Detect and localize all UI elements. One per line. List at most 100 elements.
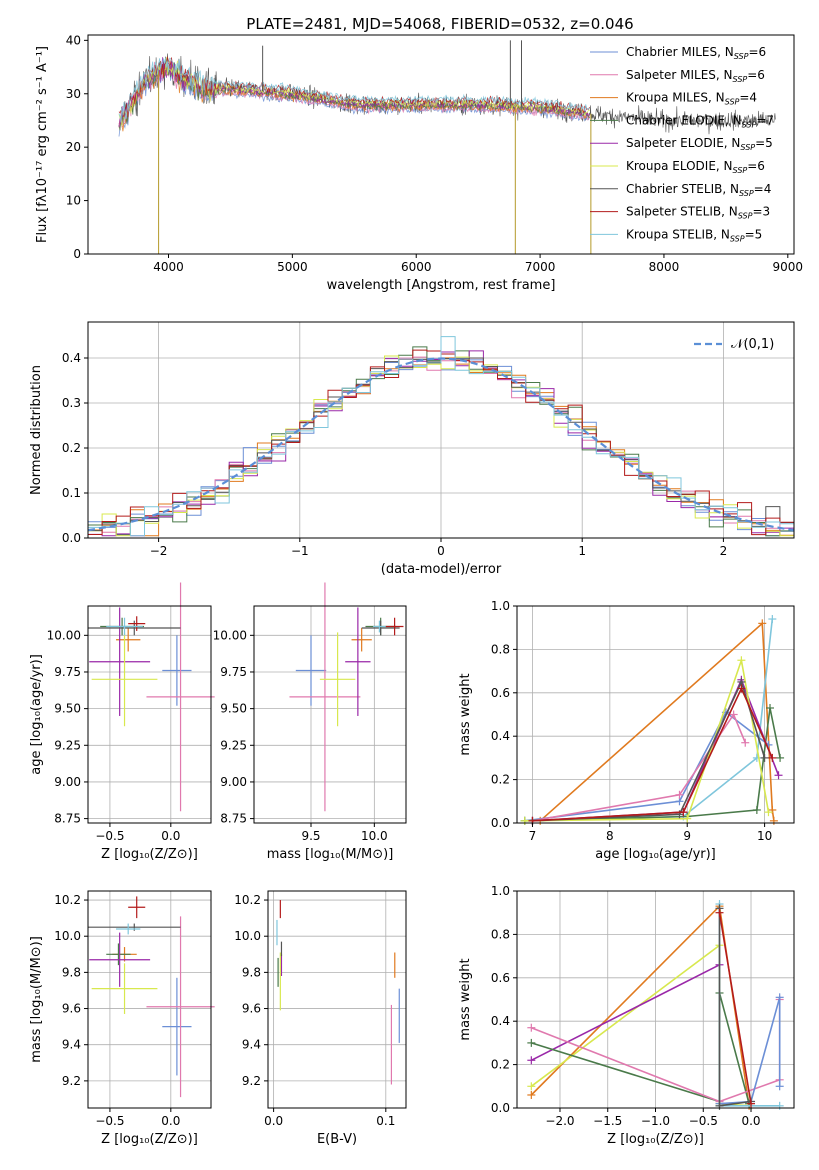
y-tick-label: 9.50: [54, 702, 81, 716]
y-tick-label: 10.0: [54, 929, 81, 943]
x-tick-label: 5000: [277, 260, 308, 274]
normal-curve: [87, 357, 795, 532]
y-tick-label: 9.50: [220, 702, 247, 716]
x-tick-label: −2.0: [545, 1114, 574, 1128]
histogram-kstelib: [88, 336, 794, 537]
y-tick-label: 0.6: [491, 971, 510, 985]
y-tick-label: 10.2: [54, 893, 81, 907]
series-line-kelodie: [530, 943, 752, 1107]
axes-frame: [253, 605, 407, 824]
y-axis-label: mass weight: [458, 673, 473, 755]
x-axis-label: E(B-V): [317, 1132, 357, 1147]
series-line-cstelib: [532, 679, 766, 822]
x-tick-label: 4000: [153, 260, 184, 274]
series-line-kmiles: [539, 621, 775, 822]
series-line-celodie: [531, 992, 750, 1104]
y-tick-label: 40: [66, 33, 81, 47]
age_Z-panel: −0.5 0.0 8.75 9.00 9.25 9.50 9.75 10.00 Z [log₁₀…: [29, 582, 215, 862]
x-tick-label: −1.0: [641, 1114, 670, 1128]
legend-label: Salpeter MILES, NSSP=6: [626, 68, 765, 84]
y-tick-label: 0.2: [491, 1058, 510, 1072]
y-tick-label: 9.2: [242, 1074, 261, 1088]
weight_Z-panel: −2.0 −1.5 −1.0 −0.5 0.0 0.0 0.2 0.4 0.6 0.8 1.0 Z […: [458, 884, 795, 1147]
y-tick-label: 0.4: [491, 1014, 510, 1028]
x-tick-label: −1: [291, 544, 309, 558]
x-tick-label: 7000: [525, 260, 556, 274]
x-tick-label: −0.5: [689, 1114, 718, 1128]
legend-label: Chabrier ELODIE, NSSP=7: [626, 113, 774, 129]
y-tick-label: 0.8: [491, 642, 510, 656]
axes-frame: [87, 605, 212, 824]
x-axis-label: wavelength [Angstrom, rest frame]: [327, 278, 556, 293]
y-tick-label: 0.0: [491, 816, 510, 830]
axes-frame: [87, 34, 795, 255]
y-tick-label: 9.4: [242, 1038, 261, 1052]
legend-label: 𝒩(0,1): [731, 337, 774, 352]
legend-label: Kroupa ELODIE, NSSP=6: [626, 159, 765, 175]
y-axis-label: age [log₁₀(age/yr)]: [29, 654, 44, 775]
y-tick-label: 0: [73, 247, 81, 261]
y-tick-label: 8.75: [54, 812, 81, 826]
y-axis-label: mass [log₁₀(M/M⊙)]: [29, 936, 44, 1063]
histogram-panel: −2 −1 0 1 2 0.0 0.1 0.2 0.3 0.4 (data-model)/error…: [29, 321, 795, 577]
y-tick-label: 9.8: [242, 965, 261, 979]
x-tick-label: 0.0: [264, 1114, 283, 1128]
x-tick-label: 1: [578, 544, 586, 558]
x-tick-label: 8000: [649, 260, 680, 274]
x-tick-label: 0.0: [161, 829, 180, 843]
x-tick-label: 0.1: [376, 1114, 395, 1128]
axes-frame: [267, 890, 407, 1109]
legend-label: Kroupa MILES, NSSP=4: [626, 91, 757, 107]
legend-label: Kroupa STELIB, NSSP=5: [626, 227, 762, 243]
series-line-cmiles: [524, 711, 769, 822]
x-tick-label: 10: [757, 829, 772, 843]
y-tick-label: 0.0: [491, 1101, 510, 1115]
y-tick-label: 0.0: [62, 531, 81, 545]
y-tick-label: 0.8: [491, 927, 510, 941]
y-tick-label: 9.6: [62, 1002, 81, 1016]
y-tick-label: 1.0: [491, 884, 510, 898]
series-line-sstelib: [532, 686, 774, 822]
y-tick-label: 10.00: [47, 628, 81, 642]
series-line-sstelib: [718, 912, 752, 1104]
y-axis-label: Normed distribution: [29, 365, 44, 495]
chart-layer: 4000 5000 6000 7000 8000 9000010203040wavelen…: [29, 33, 803, 1147]
y-tick-label: 10.2: [234, 893, 261, 907]
y-axis-label: mass weight: [458, 958, 473, 1040]
y-tick-label: 9.8: [62, 965, 81, 979]
y-tick-label: 0.4: [491, 729, 510, 743]
y-tick-label: 9.6: [242, 1002, 261, 1016]
series-line-kmiles: [530, 904, 750, 1106]
x-tick-label: 9.5: [301, 829, 320, 843]
weight_age-panel: 7 8 9 10 0.0 0.2 0.4 0.6 0.8 1.0 age [log₁₀(age/yr…: [458, 599, 795, 862]
spectrum-model-kelodie: [118, 57, 590, 127]
y-tick-label: 9.4: [62, 1038, 81, 1052]
y-tick-label: 20: [66, 140, 81, 154]
spectrum-model-kstelib: [118, 57, 590, 123]
legend-label: Chabrier MILES, NSSP=6: [626, 45, 766, 61]
x-tick-label: −0.5: [95, 829, 124, 843]
y-tick-label: 0.4: [62, 351, 81, 365]
x-tick-label: −1.5: [593, 1114, 622, 1128]
x-tick-label: 0.0: [161, 1114, 180, 1128]
y-tick-label: 0.2: [62, 441, 81, 455]
x-axis-label: Z [log₁₀(Z/Z⊙)]: [101, 847, 198, 862]
y-tick-label: 10.00: [213, 628, 247, 642]
y-tick-label: 0.1: [62, 486, 81, 500]
y-tick-label: 9.75: [54, 665, 81, 679]
axes-frame: [516, 605, 795, 824]
y-tick-label: 8.75: [220, 812, 247, 826]
y-tick-label: 0.3: [62, 396, 81, 410]
legend-label: Chabrier STELIB, NSSP=4: [626, 182, 771, 198]
mass_ebv-panel: 0.0 0.1 9.2 9.4 9.6 9.8 10.0 10.2 E(B-V): [234, 890, 407, 1147]
y-tick-label: 9.75: [220, 665, 247, 679]
y-tick-label: 1.0: [491, 599, 510, 613]
y-tick-label: 9.25: [220, 738, 247, 752]
x-axis-label: mass [log₁₀(M/M⊙)]: [267, 847, 394, 862]
spectrum-panel: 4000 5000 6000 7000 8000 9000 0 10 20 30 40 wavelen…: [35, 33, 803, 293]
x-tick-label: 7: [529, 829, 537, 843]
legend-label: Salpeter STELIB, NSSP=3: [626, 205, 770, 221]
y-tick-label: 10: [66, 194, 81, 208]
y-tick-label: 9.00: [54, 775, 81, 789]
